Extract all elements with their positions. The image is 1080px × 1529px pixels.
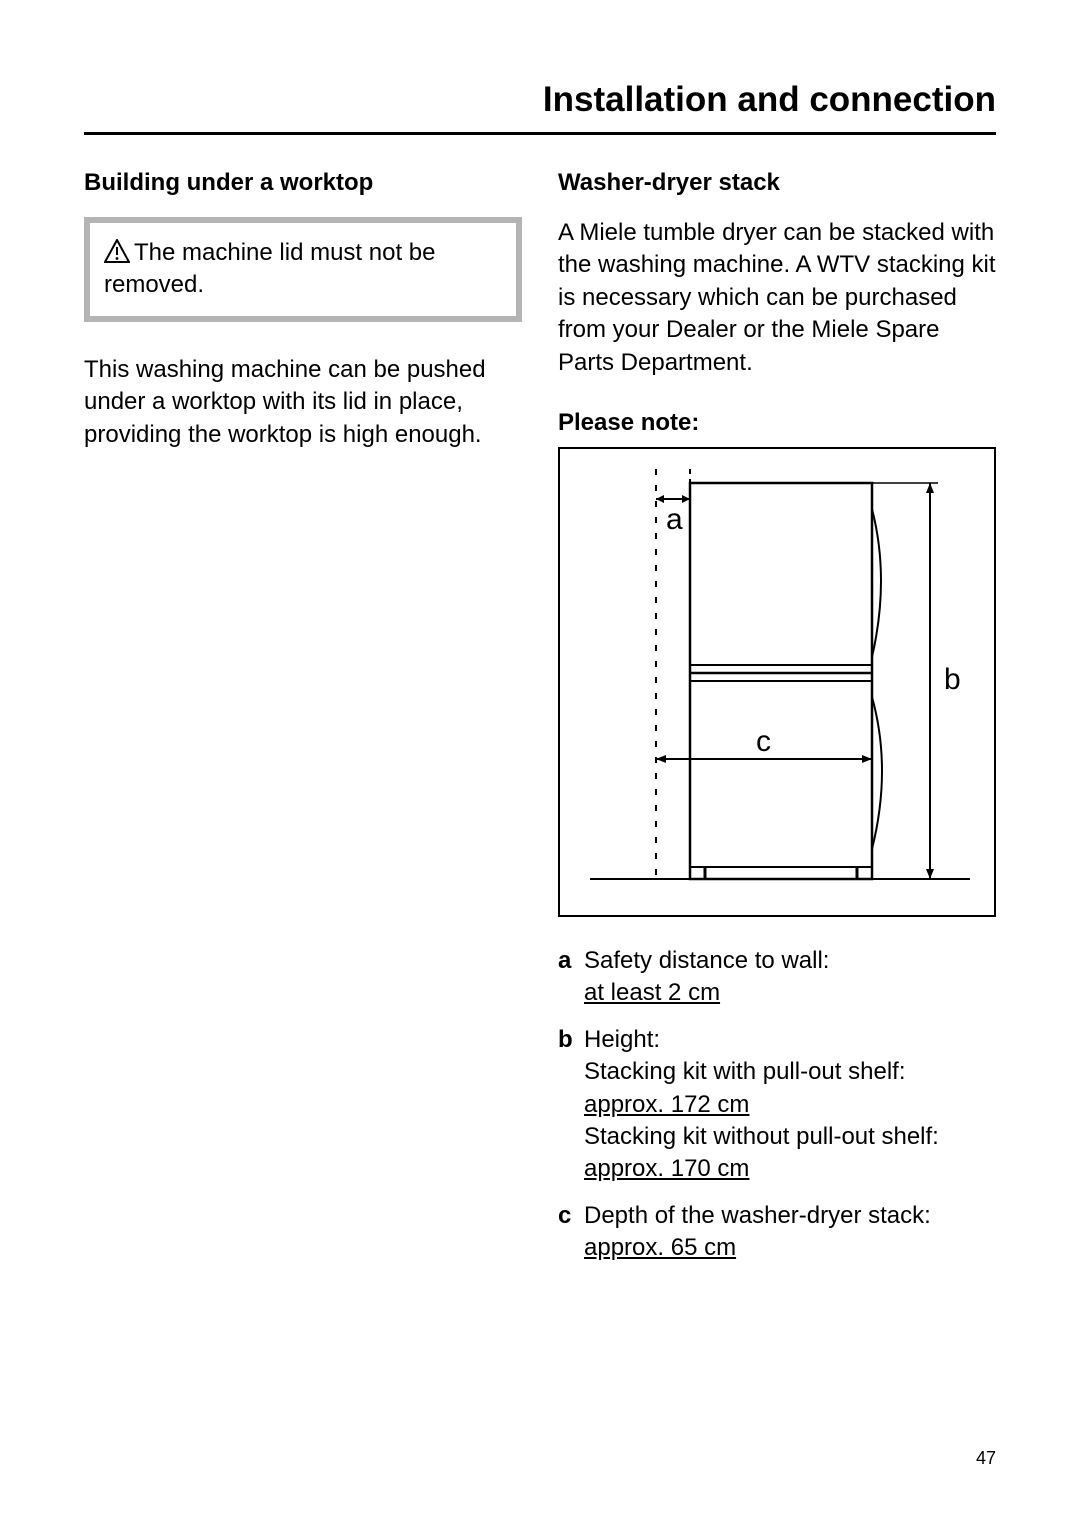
legend-b-under3: approx. 170 cm bbox=[584, 1155, 749, 1182]
left-body: This washing machine can be pushed under… bbox=[84, 354, 522, 451]
warning-text: The machine lid must not be removed. bbox=[104, 239, 436, 298]
legend-key-b: b bbox=[558, 1024, 584, 1186]
stack-diagram: a b c bbox=[558, 447, 996, 917]
legend-a-label: Safety distance to wall: bbox=[584, 947, 829, 974]
legend-item-c: c Depth of the washer-dryer stack: appro… bbox=[558, 1200, 996, 1265]
svg-text:c: c bbox=[756, 725, 771, 758]
warning-box: The machine lid must not be removed. bbox=[84, 217, 522, 322]
legend-a-under: at least 2 cm bbox=[584, 979, 720, 1006]
page: Installation and connection Building und… bbox=[0, 0, 1080, 1529]
legend-b-under2: approx. 172 cm bbox=[584, 1091, 749, 1118]
page-title: Installation and connection bbox=[84, 80, 996, 135]
svg-text:b: b bbox=[944, 663, 961, 696]
svg-text:a: a bbox=[666, 503, 683, 536]
legend-body-c: Depth of the washer-dryer stack: approx.… bbox=[584, 1200, 996, 1265]
warning-icon bbox=[104, 239, 130, 263]
legend-c-label: Depth of the washer-dryer stack: bbox=[584, 1202, 931, 1229]
legend-item-b: b Height: Stacking kit with pull-out she… bbox=[558, 1024, 996, 1186]
legend-key-c: c bbox=[558, 1200, 584, 1265]
legend-b-line2: Stacking kit with pull-out shelf: bbox=[584, 1058, 905, 1085]
left-column: Building under a worktop The machine lid… bbox=[84, 169, 522, 1278]
legend-key-a: a bbox=[558, 945, 584, 1010]
page-number: 47 bbox=[976, 1448, 996, 1469]
legend-b-line3: Stacking kit without pull-out shelf: bbox=[584, 1123, 939, 1150]
columns: Building under a worktop The machine lid… bbox=[84, 169, 996, 1278]
legend-b-label: Height: bbox=[584, 1026, 660, 1053]
please-note: Please note: bbox=[558, 409, 996, 437]
legend-c-under: approx. 65 cm bbox=[584, 1234, 736, 1261]
right-column: Washer-dryer stack A Miele tumble dryer … bbox=[558, 169, 996, 1278]
left-heading: Building under a worktop bbox=[84, 169, 522, 197]
legend-body-a: Safety distance to wall: at least 2 cm bbox=[584, 945, 996, 1010]
legend: a Safety distance to wall: at least 2 cm… bbox=[558, 945, 996, 1265]
legend-item-a: a Safety distance to wall: at least 2 cm bbox=[558, 945, 996, 1010]
right-body: A Miele tumble dryer can be stacked with… bbox=[558, 217, 996, 379]
legend-body-b: Height: Stacking kit with pull-out shelf… bbox=[584, 1024, 996, 1186]
right-heading: Washer-dryer stack bbox=[558, 169, 996, 197]
